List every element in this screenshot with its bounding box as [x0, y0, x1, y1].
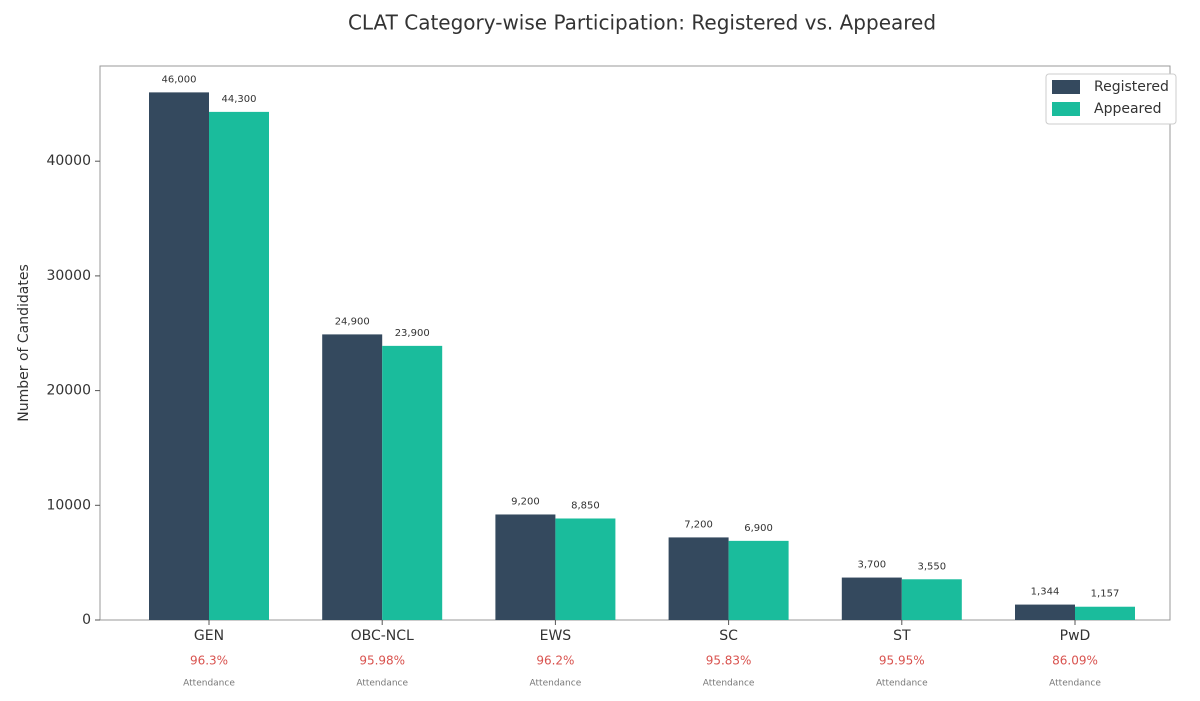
y-axis-label: Number of Candidates: [16, 264, 32, 422]
value-label: 3,700: [857, 560, 886, 571]
x-tick-label: EWS: [540, 628, 572, 644]
attendance-rate: 95.95%: [879, 654, 925, 668]
y-tick-label: 20000: [46, 383, 91, 399]
attendance-caption: Attendance: [530, 679, 582, 689]
attendance-caption: Attendance: [1049, 679, 1101, 689]
chart-title: CLAT Category-wise Participation: Regist…: [348, 11, 936, 35]
legend-swatch: [1052, 80, 1080, 94]
attendance-caption: Attendance: [183, 679, 235, 689]
bar: [495, 514, 556, 620]
value-label: 24,900: [335, 316, 370, 327]
value-label: 44,300: [222, 94, 257, 105]
value-label: 9,200: [511, 496, 540, 507]
bar: [382, 345, 443, 620]
bar: [728, 540, 789, 620]
y-tick-label: 10000: [46, 497, 91, 513]
value-label: 7,200: [684, 519, 713, 530]
bar: [901, 579, 962, 620]
value-label: 46,000: [162, 74, 197, 85]
bar: [1075, 606, 1135, 620]
value-label: 1,344: [1031, 587, 1060, 598]
x-tick-label: OBC-NCL: [351, 628, 414, 644]
value-label: 3,550: [917, 561, 946, 572]
value-label: 1,157: [1091, 589, 1120, 600]
attendance-caption: Attendance: [703, 679, 755, 689]
y-tick-label: 40000: [46, 153, 91, 169]
legend-label: Registered: [1094, 79, 1169, 95]
bar: [841, 577, 902, 620]
x-tick-label: SC: [719, 628, 738, 644]
bar: [668, 537, 729, 620]
attendance-rate: 96.3%: [190, 654, 228, 668]
legend-label: Appeared: [1094, 101, 1162, 117]
bar: [1015, 604, 1075, 620]
bar: [149, 92, 209, 620]
value-label: 23,900: [395, 328, 430, 339]
bar: [209, 111, 269, 620]
x-tick-label: PwD: [1060, 628, 1091, 644]
attendance-rate: 86.09%: [1052, 654, 1098, 668]
attendance-rate: 95.98%: [359, 654, 405, 668]
y-tick-label: 30000: [46, 268, 91, 284]
attendance-caption: Attendance: [356, 679, 408, 689]
attendance-caption: Attendance: [876, 679, 928, 689]
bar: [322, 334, 383, 620]
plot-frame: [99, 65, 1171, 621]
bar: [555, 518, 616, 620]
x-tick-label: ST: [893, 628, 911, 644]
value-label: 6,900: [744, 523, 773, 534]
x-tick-label: GEN: [194, 628, 224, 644]
y-tick-label: 0: [82, 612, 91, 628]
legend-swatch: [1052, 102, 1080, 116]
attendance-rate: 96.2%: [536, 654, 574, 668]
value-label: 8,850: [571, 500, 600, 511]
attendance-rate: 95.83%: [706, 654, 752, 668]
